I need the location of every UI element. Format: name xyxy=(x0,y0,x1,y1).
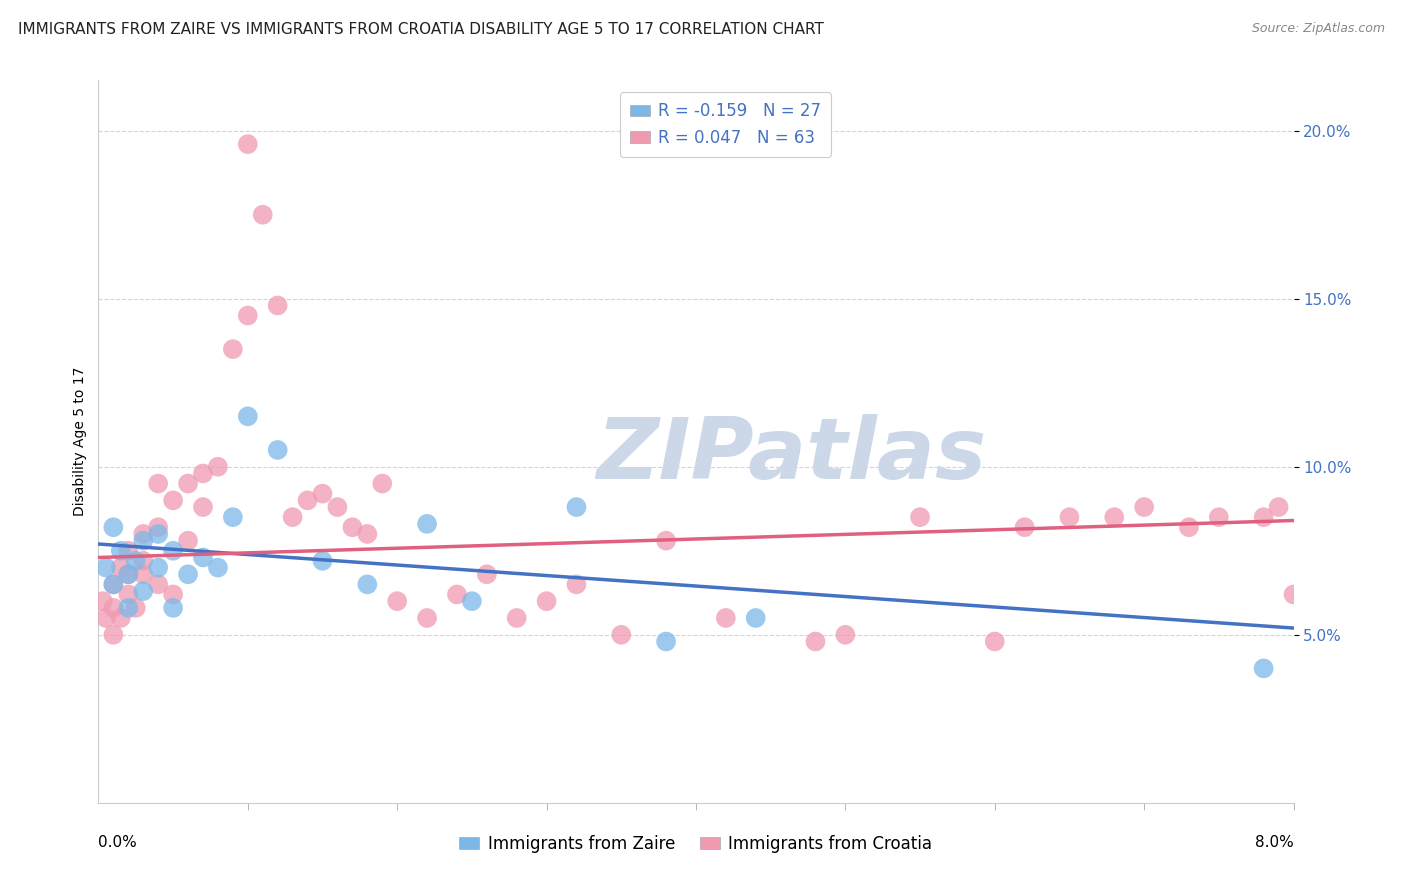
Point xyxy=(132,527,155,541)
Point xyxy=(103,577,125,591)
Point xyxy=(117,587,139,601)
Point xyxy=(207,560,229,574)
Point xyxy=(177,533,200,548)
Point xyxy=(745,611,768,625)
Point xyxy=(1312,628,1334,642)
Point xyxy=(222,510,245,524)
Point xyxy=(655,634,678,648)
Point xyxy=(267,298,290,312)
Point xyxy=(117,567,139,582)
Point xyxy=(385,594,409,608)
Point xyxy=(506,611,529,625)
Point xyxy=(1208,510,1230,524)
Point xyxy=(94,560,117,574)
Point xyxy=(342,520,364,534)
Point xyxy=(148,577,170,591)
Point xyxy=(297,493,319,508)
Point xyxy=(110,611,132,625)
Point xyxy=(536,594,558,608)
Point xyxy=(311,486,333,500)
Point xyxy=(610,628,633,642)
Legend: Immigrants from Zaire, Immigrants from Croatia: Immigrants from Zaire, Immigrants from C… xyxy=(453,828,939,860)
Point xyxy=(177,567,200,582)
Point xyxy=(984,634,1007,648)
Point xyxy=(311,554,333,568)
Point xyxy=(356,527,378,541)
Point xyxy=(103,520,125,534)
Point xyxy=(191,467,214,481)
Point xyxy=(110,543,132,558)
Point xyxy=(1059,510,1081,524)
Point xyxy=(267,442,290,457)
Point xyxy=(1133,500,1156,514)
Point xyxy=(132,554,155,568)
Point xyxy=(162,493,184,508)
Point xyxy=(148,560,170,574)
Point xyxy=(94,611,117,625)
Text: ZIPatlas: ZIPatlas xyxy=(596,415,987,498)
Point xyxy=(1343,644,1365,658)
Point xyxy=(125,554,148,568)
Point xyxy=(117,600,139,615)
Point xyxy=(125,600,148,615)
Point xyxy=(1253,661,1275,675)
Point xyxy=(236,137,259,152)
Point xyxy=(1014,520,1036,534)
Point xyxy=(236,409,259,424)
Point xyxy=(148,476,170,491)
Point xyxy=(103,577,125,591)
Point xyxy=(416,611,439,625)
Point xyxy=(834,628,856,642)
Point xyxy=(1253,510,1275,524)
Point xyxy=(162,600,184,615)
Point xyxy=(655,533,678,548)
Point xyxy=(148,527,170,541)
Point xyxy=(103,600,125,615)
Point xyxy=(162,587,184,601)
Point xyxy=(117,567,139,582)
Point xyxy=(326,500,349,514)
Point xyxy=(207,459,229,474)
Point xyxy=(91,594,114,608)
Point xyxy=(1267,500,1289,514)
Point xyxy=(281,510,304,524)
Point xyxy=(191,550,214,565)
Point xyxy=(565,577,588,591)
Point xyxy=(356,577,378,591)
Point xyxy=(236,309,259,323)
Point xyxy=(1104,510,1126,524)
Point xyxy=(162,543,184,558)
Point xyxy=(1178,520,1201,534)
Point xyxy=(132,567,155,582)
Point xyxy=(416,516,439,531)
Point xyxy=(191,500,214,514)
Point xyxy=(804,634,827,648)
Point xyxy=(1282,587,1305,601)
Point xyxy=(103,628,125,642)
Point xyxy=(148,520,170,534)
Point xyxy=(117,543,139,558)
Point xyxy=(565,500,588,514)
Point xyxy=(446,587,468,601)
Text: IMMIGRANTS FROM ZAIRE VS IMMIGRANTS FROM CROATIA DISABILITY AGE 5 TO 17 CORRELAT: IMMIGRANTS FROM ZAIRE VS IMMIGRANTS FROM… xyxy=(18,22,824,37)
Point xyxy=(475,567,498,582)
Point xyxy=(371,476,394,491)
Point xyxy=(714,611,737,625)
Point xyxy=(110,560,132,574)
Point xyxy=(132,533,155,548)
Text: Source: ZipAtlas.com: Source: ZipAtlas.com xyxy=(1251,22,1385,36)
Text: 8.0%: 8.0% xyxy=(1254,835,1294,850)
Point xyxy=(252,208,274,222)
Point xyxy=(222,342,245,356)
Point xyxy=(908,510,931,524)
Point xyxy=(132,584,155,599)
Point xyxy=(177,476,200,491)
Point xyxy=(461,594,484,608)
Point xyxy=(1327,634,1350,648)
Text: 0.0%: 0.0% xyxy=(98,835,138,850)
Point xyxy=(1357,634,1379,648)
Y-axis label: Disability Age 5 to 17: Disability Age 5 to 17 xyxy=(73,367,87,516)
